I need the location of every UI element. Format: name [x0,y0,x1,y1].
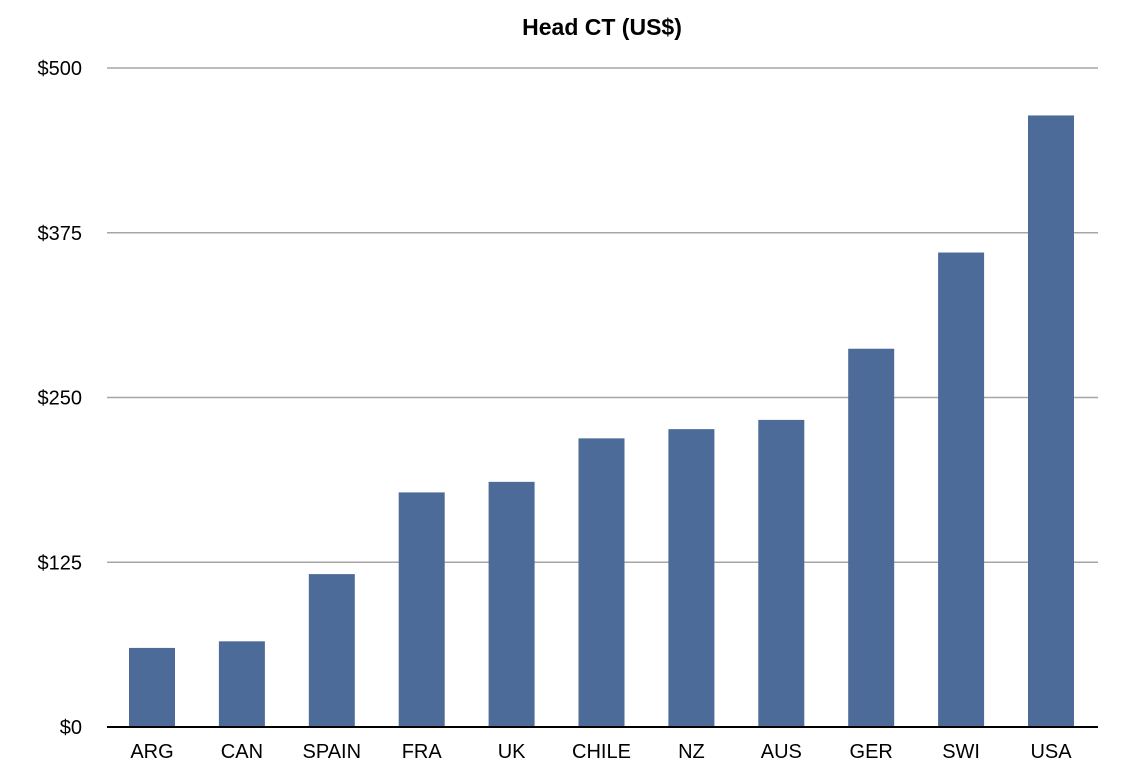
bar-can [218,641,265,727]
x-tick-label: USA [1030,741,1072,763]
bar-uk [488,481,535,727]
bar-fra [398,492,445,727]
x-tick-label: SWI [942,741,980,763]
y-tick-label: $250 [38,388,83,410]
bar-ger [848,348,895,727]
bar-nz [668,429,715,727]
bar-swi [938,252,985,727]
x-tick-label: UK [498,741,526,763]
x-tick-label: GER [850,741,893,763]
bar-usa [1028,115,1074,727]
bar-spain [308,574,355,727]
x-tick-label: FRA [402,741,443,763]
x-axis-tick-labels: ARG CAN SPAIN FRA UK CHILE NZ AUS GER SWI USA [130,741,1072,763]
y-tick-label: $125 [38,552,83,574]
y-tick-label: $0 [60,717,82,739]
x-tick-label: ARG [130,741,173,763]
bar-aus [758,419,805,727]
bar-chile [578,438,625,727]
x-tick-label: CAN [221,741,263,763]
bars [129,115,1074,727]
x-tick-label: NZ [678,741,705,763]
bar-arg [129,647,175,727]
y-tick-label: $375 [38,223,83,245]
x-tick-label: AUS [761,741,802,763]
x-tick-label: SPAIN [303,741,362,763]
x-tick-label: CHILE [572,741,631,763]
y-tick-label: $500 [38,58,83,80]
chart-title: Head CT (US$) [522,14,682,40]
y-axis-tick-labels: $0 $125 $250 $375 $500 [38,58,83,739]
